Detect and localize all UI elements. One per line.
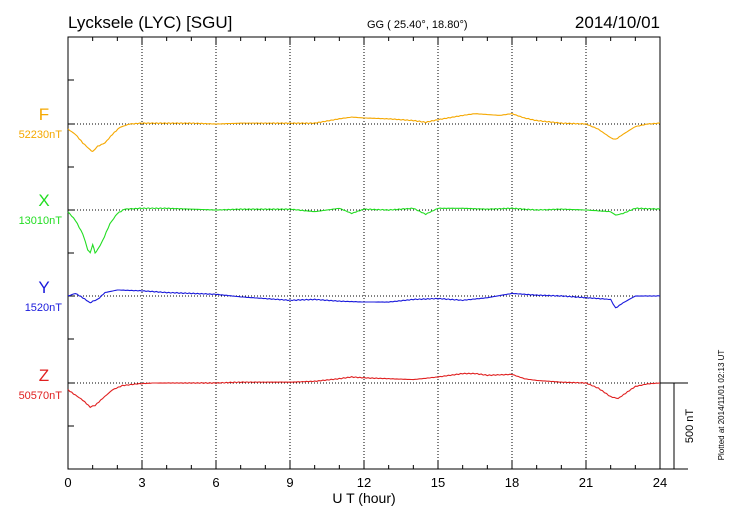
tick-layer: 0 3 6 9 12 15 18 21 24 — [64, 37, 667, 490]
series-line-x — [67, 207, 661, 255]
label-layer: F 52230nT X 13010nT Y 1520nT Z 50570nT — [19, 105, 63, 402]
series-name-x: X — [38, 191, 49, 210]
series-line-z — [67, 372, 661, 409]
series-baseline-label-z: 50570nT — [19, 390, 63, 402]
series-baseline-label-f: 52230nT — [19, 129, 63, 141]
x-tick-label-21: 21 — [579, 475, 593, 490]
series-name-y: Y — [38, 278, 49, 297]
series-baseline-label-x: 13010nT — [19, 215, 63, 227]
series-name-f: F — [39, 105, 49, 124]
x-tick-label-0: 0 — [64, 475, 71, 490]
scale-bar-label: 500 nT — [684, 409, 696, 444]
date-label: 2014/10/01 — [575, 13, 660, 32]
series-line-y — [67, 289, 661, 309]
x-tick-label-15: 15 — [431, 475, 445, 490]
series-name-z: Z — [39, 366, 49, 385]
x-tick-label-24: 24 — [653, 475, 667, 490]
series-layer — [67, 112, 661, 409]
x-tick-label-12: 12 — [357, 475, 371, 490]
station-title: Lycksele (LYC) [SGU] — [68, 13, 232, 32]
series-line-f — [67, 112, 661, 153]
scale-bar: 500 nT — [660, 382, 696, 470]
plotted-at-label: Plotted at 2014/11/01 02:13 UT — [717, 350, 726, 461]
series-baseline-label-y: 1520nT — [25, 302, 63, 314]
x-tick-label-3: 3 — [138, 475, 145, 490]
x-tick-label-9: 9 — [286, 475, 293, 490]
x-axis-label: U T (hour) — [332, 490, 395, 506]
x-tick-label-18: 18 — [505, 475, 519, 490]
x-tick-label-6: 6 — [212, 475, 219, 490]
grid-layer — [141, 37, 587, 469]
coordinates-label: GG ( 25.40°, 18.80°) — [367, 19, 468, 31]
